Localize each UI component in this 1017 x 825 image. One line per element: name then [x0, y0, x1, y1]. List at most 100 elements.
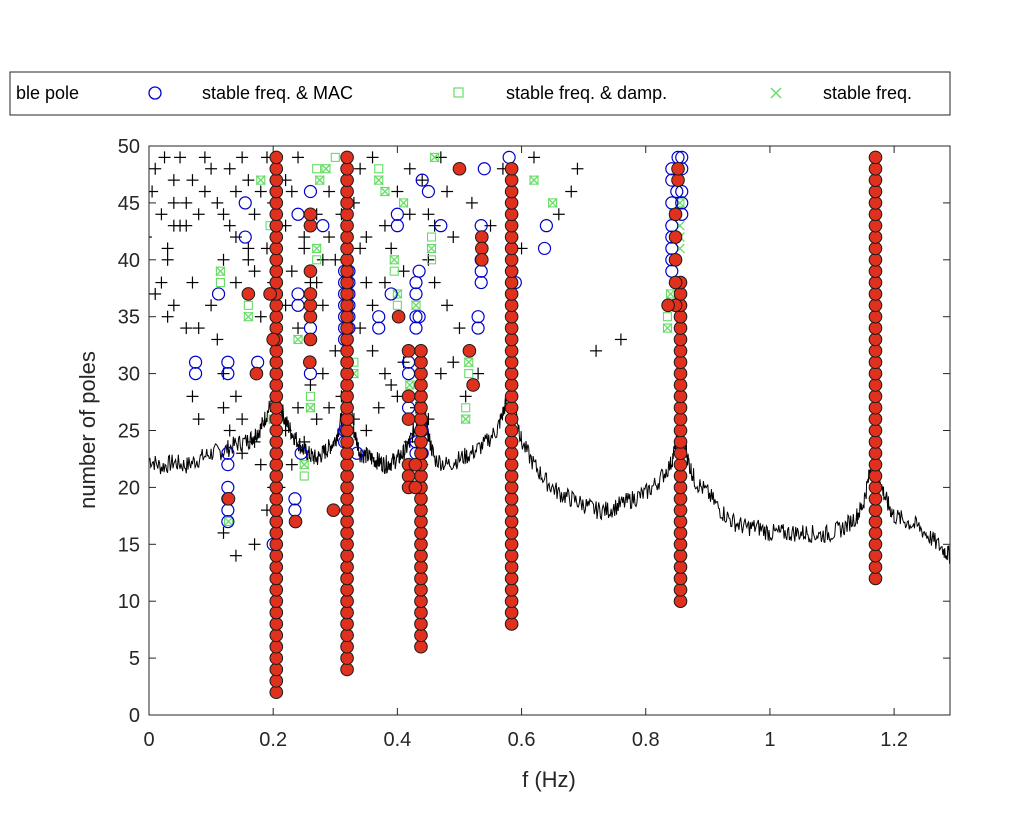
unstable-pole-marker: [285, 265, 298, 278]
stable-pole-marker: [414, 583, 428, 597]
unstable-pole-marker: [565, 185, 578, 198]
stable-pole-marker: [269, 298, 284, 313]
unstable-pole-marker: [161, 310, 174, 323]
y-tick-label: 10: [118, 591, 140, 613]
unstable-pole-marker: [304, 378, 317, 391]
y-axis: 0 5 10 15 20 25 30 35 40 45 50: [118, 136, 950, 727]
unstable-pole-marker: [323, 401, 336, 414]
stable-pole-marker: [303, 332, 318, 347]
stable-pole-marker: [504, 412, 519, 426]
stable-pole-marker: [868, 298, 883, 313]
unstable-pole-marker: [236, 447, 249, 460]
stable-freq-marker: [293, 334, 303, 345]
stable-freq-marker: [404, 380, 415, 390]
unstable-pole-marker: [360, 231, 373, 244]
unstable-pole-marker: [298, 242, 311, 255]
stable-pole-marker: [269, 207, 284, 222]
stable-pole-marker: [504, 173, 519, 187]
stable-pole-marker: [269, 662, 284, 677]
x-tick-label: 0: [143, 729, 154, 751]
stable-pole-marker: [340, 605, 354, 620]
stable-pole-marker: [340, 480, 354, 495]
stable-pole-marker: [340, 571, 354, 586]
stable-mac-marker: [471, 310, 485, 324]
stable-pole-marker: [868, 378, 883, 392]
stable-pole-marker: [868, 480, 883, 495]
legend-label-damp: stable freq. & damp.: [506, 83, 667, 103]
stable-damp-marker: [430, 152, 440, 162]
stable-mac-marker: [474, 275, 488, 290]
stable-pole-marker: [868, 275, 883, 290]
x-tick-label: 0.8: [632, 729, 660, 751]
stable-pole-marker: [414, 491, 428, 506]
stable-pole-marker: [868, 435, 883, 449]
stable-freq-marker: [426, 243, 437, 254]
y-tick-label: 40: [118, 250, 140, 272]
stable-freq-marker: [215, 266, 226, 277]
stable-pole-marker: [671, 161, 685, 176]
stable-pole-marker: [673, 457, 688, 472]
stable-pole-marker: [504, 446, 519, 461]
stable-pole-marker: [269, 252, 284, 267]
stable-pole-marker: [673, 491, 688, 506]
stable-pole-marker: [269, 514, 284, 529]
stable-pole-marker: [414, 526, 428, 540]
stable-pole-marker: [340, 400, 354, 415]
stable-pole-marker: [414, 389, 428, 404]
stable-pole-marker: [340, 560, 354, 574]
stable-pole-marker: [673, 594, 688, 609]
stable-mac-marker: [188, 367, 203, 381]
stable-pole-marker: [401, 389, 416, 404]
stable-pole-marker: [475, 230, 489, 244]
stable-pole-marker: [671, 173, 685, 187]
unstable-pole-marker: [441, 185, 454, 198]
stable-pole-marker: [668, 207, 683, 222]
stable-pole-marker: [340, 412, 354, 426]
stable-pole-marker: [673, 469, 688, 483]
stable-pole-marker: [269, 366, 284, 381]
stable-pole-marker: [340, 150, 354, 165]
stable-pole-marker: [868, 252, 883, 267]
stable-pole-marker: [269, 355, 284, 370]
unstable-pole-marker: [229, 276, 242, 289]
unstable-pole-marker: [161, 253, 174, 266]
stable-damp-marker: [374, 175, 384, 185]
stable-pole-marker: [269, 196, 284, 210]
stable-pole-marker: [340, 309, 354, 324]
stable-mac-marker: [675, 196, 689, 210]
unstable-pole-marker: [217, 401, 230, 414]
stable-freq-layer: [215, 152, 685, 527]
stable-pole-marker: [504, 514, 519, 529]
stable-pole-marker: [340, 196, 354, 210]
stable-pole-marker: [868, 241, 883, 256]
unstable-pole-marker: [378, 276, 391, 289]
stable-pole-marker: [868, 150, 883, 165]
unstable-pole-marker: [211, 196, 224, 209]
unstable-pole-marker: [229, 185, 242, 198]
stable-pole-marker: [868, 366, 883, 381]
stable-pole-marker: [414, 537, 428, 552]
unstable-pole-marker: [428, 276, 441, 289]
stable-pole-marker: [340, 639, 354, 654]
stable-mac-marker: [412, 264, 426, 278]
unstable-pole-marker: [366, 344, 379, 357]
stable-pole-marker: [504, 583, 519, 597]
unstable-pole-marker: [223, 162, 236, 175]
y-tick-label: 50: [118, 136, 140, 158]
y-tick-label: 15: [118, 534, 140, 556]
stable-pole-marker: [504, 503, 519, 517]
stable-pole-marker: [269, 173, 284, 187]
unstable-pole-marker: [459, 390, 472, 403]
stable-pole-marker: [269, 412, 284, 426]
unstable-pole-marker: [217, 253, 230, 266]
stable-damp-marker: [312, 164, 322, 174]
stable-pole-marker: [868, 548, 883, 563]
stable-mac-marker: [288, 492, 302, 506]
x-tick-label: 1.2: [880, 729, 908, 751]
stable-pole-marker: [288, 514, 303, 529]
unstable-pole-marker: [378, 367, 391, 380]
stable-pole-marker: [414, 435, 428, 449]
stable-pole-marker: [414, 605, 428, 620]
stable-pole-marker: [673, 378, 688, 392]
stable-pole-marker: [303, 309, 318, 324]
